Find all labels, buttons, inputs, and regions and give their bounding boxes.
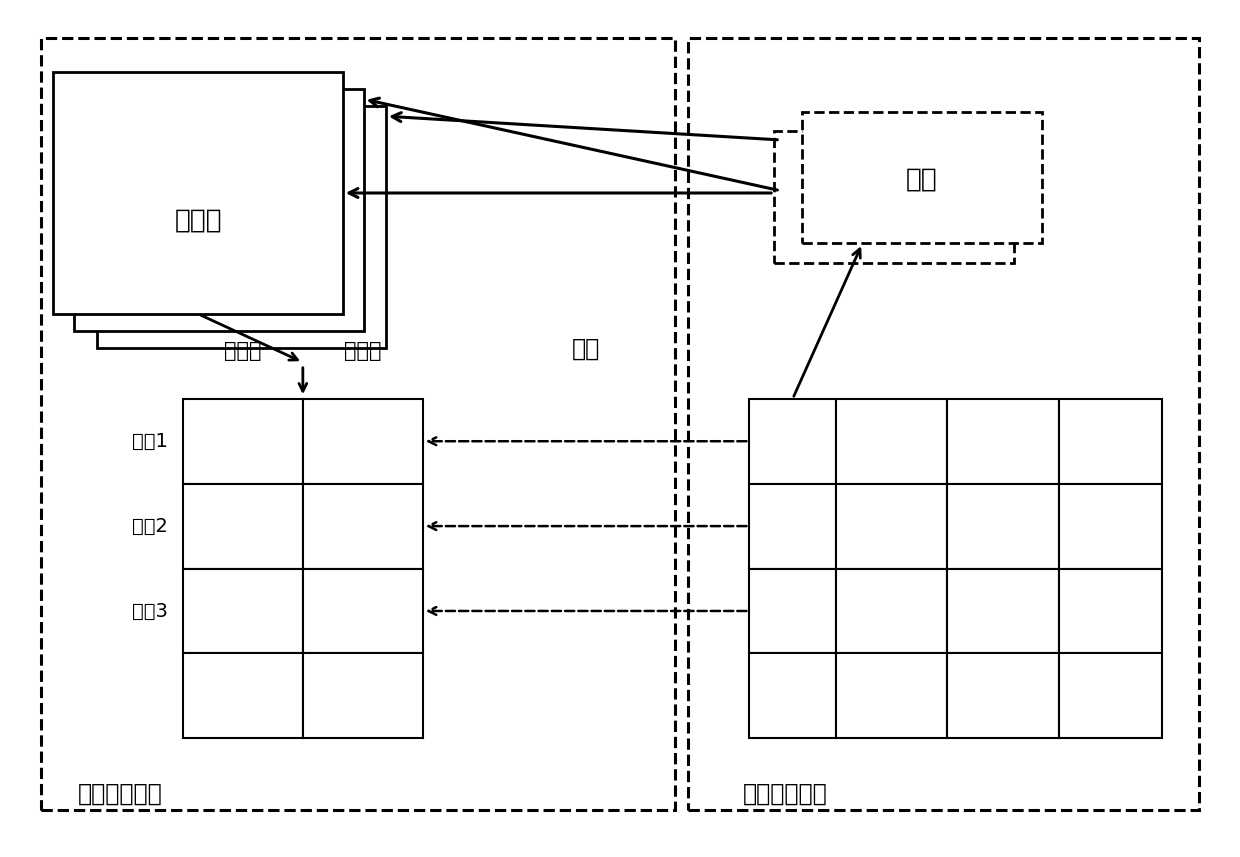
- Text: K1: K1: [780, 432, 805, 451]
- Bar: [749, 653, 836, 738]
- Bar: [947, 568, 1059, 653]
- Bar: [303, 483, 423, 568]
- Bar: [74, 89, 363, 331]
- Text: K1: K1: [229, 516, 257, 536]
- Text: K1: K1: [229, 431, 257, 452]
- Text: 索引: 索引: [906, 167, 937, 193]
- Bar: [836, 483, 947, 568]
- Text: 索引表: 索引表: [175, 207, 223, 234]
- Text: ...: ...: [1101, 432, 1120, 451]
- Text: 2: 2: [356, 516, 370, 536]
- Bar: [688, 38, 1199, 811]
- Bar: [749, 399, 836, 483]
- Text: 3: 3: [356, 601, 370, 621]
- Text: K1: K1: [229, 601, 257, 621]
- Bar: [303, 653, 423, 738]
- Text: 映射: 映射: [572, 337, 600, 361]
- Text: 第二存储引擎: 第二存储引擎: [78, 782, 162, 806]
- Bar: [947, 653, 1059, 738]
- Text: V21: V21: [985, 432, 1022, 451]
- Bar: [836, 653, 947, 738]
- Bar: [802, 112, 1043, 243]
- Text: ...: ...: [1101, 602, 1120, 620]
- Text: 记录3: 记录3: [133, 602, 167, 620]
- Bar: [1059, 568, 1162, 653]
- Bar: [836, 568, 947, 653]
- Bar: [182, 568, 303, 653]
- Text: V13: V13: [873, 602, 910, 620]
- Text: 行标识: 行标识: [345, 340, 382, 361]
- Bar: [182, 653, 303, 738]
- Bar: [182, 483, 303, 568]
- Bar: [947, 399, 1059, 483]
- Text: K1: K1: [780, 602, 805, 620]
- Bar: [97, 106, 386, 348]
- Bar: [774, 131, 1014, 263]
- Text: K1: K1: [780, 517, 805, 536]
- Text: V22: V22: [985, 517, 1022, 536]
- Text: 记录1: 记录1: [133, 432, 167, 451]
- Bar: [41, 38, 676, 811]
- Bar: [1059, 483, 1162, 568]
- Text: V23: V23: [985, 602, 1022, 620]
- Text: V12: V12: [873, 517, 910, 536]
- Text: 第一存储引擎: 第一存储引擎: [743, 782, 828, 806]
- Bar: [749, 568, 836, 653]
- Text: ...: ...: [1101, 517, 1120, 536]
- Bar: [53, 72, 343, 314]
- Bar: [947, 483, 1059, 568]
- Text: 索引列: 索引列: [224, 340, 262, 361]
- Bar: [836, 399, 947, 483]
- Bar: [749, 483, 836, 568]
- Bar: [182, 399, 303, 483]
- Text: 记录2: 记录2: [133, 517, 167, 536]
- Bar: [303, 399, 423, 483]
- Text: 1: 1: [356, 431, 370, 452]
- Text: V11: V11: [873, 432, 910, 451]
- Text: ...: ...: [232, 684, 254, 708]
- Bar: [1059, 653, 1162, 738]
- Text: ...: ...: [784, 686, 802, 705]
- Bar: [303, 568, 423, 653]
- Bar: [1059, 399, 1162, 483]
